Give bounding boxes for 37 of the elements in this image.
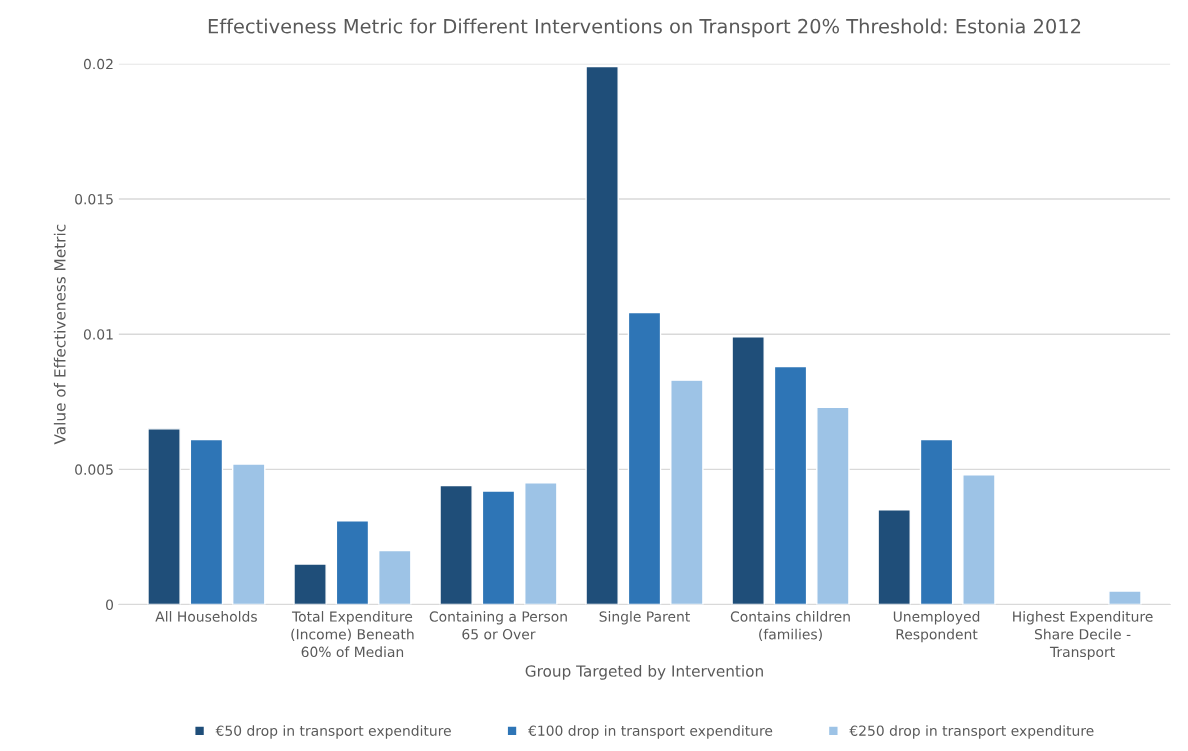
bar (919, 438, 954, 605)
bar (962, 474, 996, 605)
x-tick-label: Contains children (families) (730, 611, 850, 642)
bar (232, 463, 266, 605)
y-tick-label: 0.01 (83, 329, 113, 340)
bar (481, 490, 516, 605)
bar (524, 482, 558, 605)
bar (816, 406, 850, 605)
bar (731, 336, 765, 605)
bar (627, 311, 662, 605)
bar (293, 563, 327, 605)
x-tick-label: Single Parent (599, 611, 690, 625)
x-tick-label: Highest Expenditure Share Decile - Transport (1013, 611, 1153, 660)
y-tick-label: 0.015 (75, 193, 113, 205)
bar (877, 509, 911, 605)
legend-label: €100 drop in transport expenditure (528, 725, 773, 739)
x-tick-label: Containing a Person 65 or Over (429, 611, 567, 640)
y-axis-title: Value of Effectiveness Metric (53, 224, 66, 445)
x-tick-label: All Households (155, 611, 257, 622)
y-tick-label: 0 (106, 599, 114, 611)
x-tick-label: Total Expenditure (Income) Beneath 60% of Median (291, 611, 414, 658)
y-tick-label: 0.02 (83, 58, 113, 70)
bar (670, 379, 704, 605)
bar (585, 65, 619, 605)
x-tick-label: Unemployed Respondent (893, 611, 980, 643)
chart-title: Effectiveness Metric for Different Interventions on Transport 20% Threshold: Estonia 2012 (208, 18, 1081, 38)
y-tick-label: 0.005 (75, 464, 113, 475)
bar (378, 549, 412, 605)
bar (189, 438, 224, 605)
bar (439, 484, 473, 605)
legend-label: €50 drop in transport expenditure (215, 725, 451, 739)
bar (1108, 590, 1142, 605)
x-axis-title: Group Targeted by Intervention (525, 664, 763, 680)
legend-label: €250 drop in transport expenditure (849, 725, 1094, 739)
bar (773, 365, 808, 605)
bar (147, 428, 181, 605)
bar (335, 520, 370, 605)
